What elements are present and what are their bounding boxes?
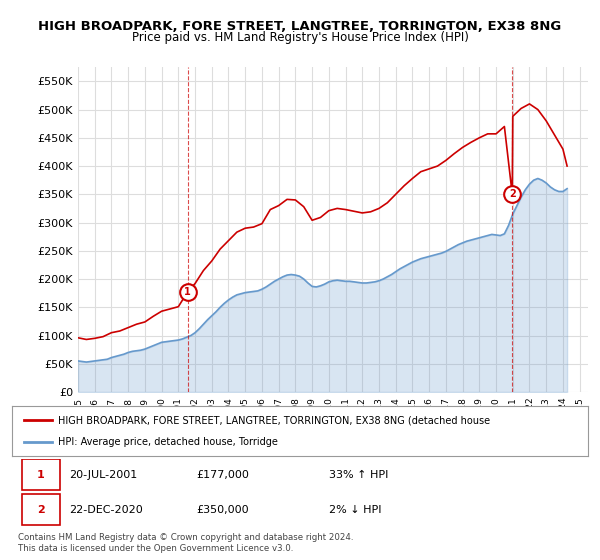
- Text: Price paid vs. HM Land Registry's House Price Index (HPI): Price paid vs. HM Land Registry's House …: [131, 31, 469, 44]
- Text: 1: 1: [184, 287, 191, 297]
- Text: HPI: Average price, detached house, Torridge: HPI: Average price, detached house, Torr…: [58, 437, 278, 447]
- FancyBboxPatch shape: [22, 459, 60, 490]
- Text: £350,000: £350,000: [196, 505, 249, 515]
- Text: 2: 2: [509, 189, 515, 199]
- Text: 33% ↑ HPI: 33% ↑ HPI: [329, 470, 388, 479]
- Text: 2% ↓ HPI: 2% ↓ HPI: [329, 505, 382, 515]
- Text: HIGH BROADPARK, FORE STREET, LANGTREE, TORRINGTON, EX38 8NG: HIGH BROADPARK, FORE STREET, LANGTREE, T…: [38, 20, 562, 32]
- Text: 2: 2: [37, 505, 44, 515]
- Text: 1: 1: [37, 470, 44, 479]
- Text: HIGH BROADPARK, FORE STREET, LANGTREE, TORRINGTON, EX38 8NG (detached house: HIGH BROADPARK, FORE STREET, LANGTREE, T…: [58, 415, 490, 425]
- Text: Contains HM Land Registry data © Crown copyright and database right 2024.
This d: Contains HM Land Registry data © Crown c…: [18, 533, 353, 553]
- Text: £177,000: £177,000: [196, 470, 249, 479]
- Text: 20-JUL-2001: 20-JUL-2001: [70, 470, 138, 479]
- Text: 22-DEC-2020: 22-DEC-2020: [70, 505, 143, 515]
- FancyBboxPatch shape: [22, 494, 60, 525]
